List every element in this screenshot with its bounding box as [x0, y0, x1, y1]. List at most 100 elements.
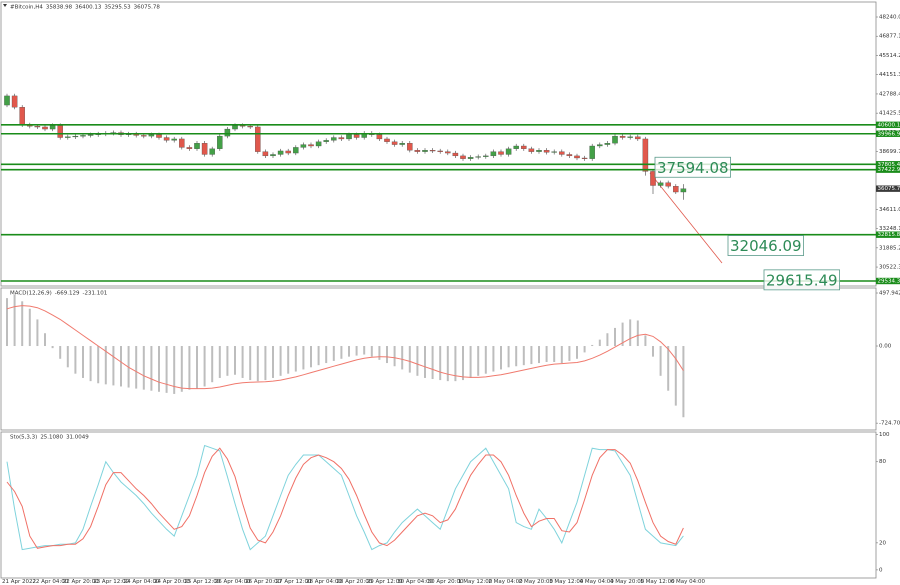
- panel-header: MACD(12,26,9): [10, 291, 52, 297]
- candle-body: [604, 143, 611, 145]
- macd-bar: [13, 294, 16, 347]
- macd-bar: [507, 346, 510, 368]
- x-tick-label: 4 May 20:00: [610, 579, 645, 585]
- macd-bar: [51, 346, 54, 349]
- candle-body: [627, 136, 633, 138]
- macd-bar: [97, 346, 100, 384]
- y-tick-label: 46877.10: [879, 34, 900, 40]
- y-tick-label: 0: [879, 567, 883, 573]
- macd-bar: [211, 346, 214, 383]
- candle-body: [498, 151, 504, 155]
- candle-body: [460, 155, 466, 159]
- level-label-box: [876, 166, 900, 173]
- symbol-menu-icon[interactable]: [3, 4, 7, 7]
- x-tick-label: 24 Apr 20:00: [154, 579, 190, 585]
- current-price-box: [876, 185, 900, 192]
- x-tick-label: 23 Apr 12:00: [93, 579, 129, 585]
- candle-body: [19, 107, 25, 125]
- candle-body: [399, 143, 405, 145]
- macd-bar: [530, 346, 533, 365]
- y-tick-label: 38699.70: [879, 149, 900, 155]
- level-label: 32815.84: [878, 232, 900, 238]
- macd-bar: [591, 344, 594, 347]
- macd-bar: [74, 346, 77, 374]
- candle-body: [72, 135, 79, 138]
- y-tick-label: 20: [879, 540, 886, 546]
- macd-bar: [370, 346, 373, 357]
- macd-bar: [682, 346, 685, 418]
- macd-bar: [234, 346, 236, 375]
- macd-bar: [279, 346, 282, 376]
- macd-bar: [135, 346, 138, 389]
- price-panel: [0, 1, 877, 287]
- macd-bar: [659, 346, 662, 376]
- macd-bar: [401, 346, 404, 370]
- x-tick-label: 26 Apr 20:00: [245, 579, 281, 585]
- macd-bar: [340, 346, 343, 359]
- macd-bar: [598, 339, 601, 347]
- candle-body: [574, 155, 580, 159]
- macd-bar: [469, 346, 472, 378]
- panel-header: 36075.78: [134, 5, 161, 11]
- macd-bar: [477, 346, 480, 376]
- macd-bar: [363, 346, 366, 355]
- candle-body: [536, 150, 542, 152]
- candle-body: [255, 126, 261, 152]
- candle-body: [141, 135, 147, 137]
- candle-body: [437, 150, 443, 152]
- candle-body: [673, 186, 679, 193]
- macd-bar: [606, 333, 609, 347]
- candle-body: [270, 154, 276, 157]
- candle-body: [49, 125, 56, 130]
- macd-bar: [674, 346, 677, 406]
- level-label: 37805.4: [878, 162, 900, 168]
- y-tick-label: 497.942: [879, 291, 900, 297]
- candle-body: [642, 138, 649, 172]
- candle-body: [452, 152, 459, 157]
- panel-header: 35838.98: [46, 5, 73, 11]
- macd-signal-line: [6, 305, 684, 390]
- candle-body: [323, 140, 329, 142]
- macd-bar: [89, 346, 92, 382]
- macd-panel: [0, 287, 877, 431]
- candle-body: [384, 138, 390, 142]
- macd-bar: [629, 319, 632, 347]
- y-tick-label: -724.704: [879, 421, 900, 427]
- candle-body: [551, 151, 557, 153]
- x-tick-label: 30 Apr 20:00: [428, 579, 464, 585]
- y-tick-label: 41425.50: [879, 111, 900, 117]
- macd-bar: [393, 346, 396, 367]
- panel-header: 35295.53: [104, 5, 131, 11]
- candle-body: [612, 135, 618, 144]
- candle-body: [277, 150, 284, 155]
- candle-body: [650, 171, 656, 186]
- candle-body: [34, 126, 41, 128]
- macd-bar: [218, 346, 221, 378]
- x-tick-label: 2 May 20:00: [519, 579, 554, 585]
- macd-bar: [188, 346, 191, 390]
- macd-bar: [59, 346, 62, 359]
- macd-bar: [576, 346, 578, 359]
- candle-body: [217, 135, 223, 149]
- candle-body: [315, 141, 322, 147]
- candle-body: [521, 145, 527, 149]
- macd-bar: [515, 346, 518, 367]
- macd-bar: [439, 346, 442, 381]
- candle-body: [331, 137, 337, 141]
- macd-bar: [21, 301, 24, 347]
- macd-bar: [196, 346, 198, 389]
- candle-body: [87, 134, 94, 136]
- candle-body: [262, 151, 269, 157]
- y-tick-label: 80: [879, 459, 886, 465]
- candle-body: [581, 157, 588, 159]
- candle-body: [285, 150, 291, 154]
- macd-bar: [36, 319, 39, 347]
- candle-body: [209, 148, 215, 155]
- annotation: 37594.08: [657, 159, 729, 177]
- macd-bar: [348, 346, 350, 357]
- candle-body: [422, 150, 428, 152]
- macd-bar: [583, 346, 586, 353]
- macd-bar: [560, 346, 563, 364]
- y-tick-label: 48240.00: [879, 15, 900, 21]
